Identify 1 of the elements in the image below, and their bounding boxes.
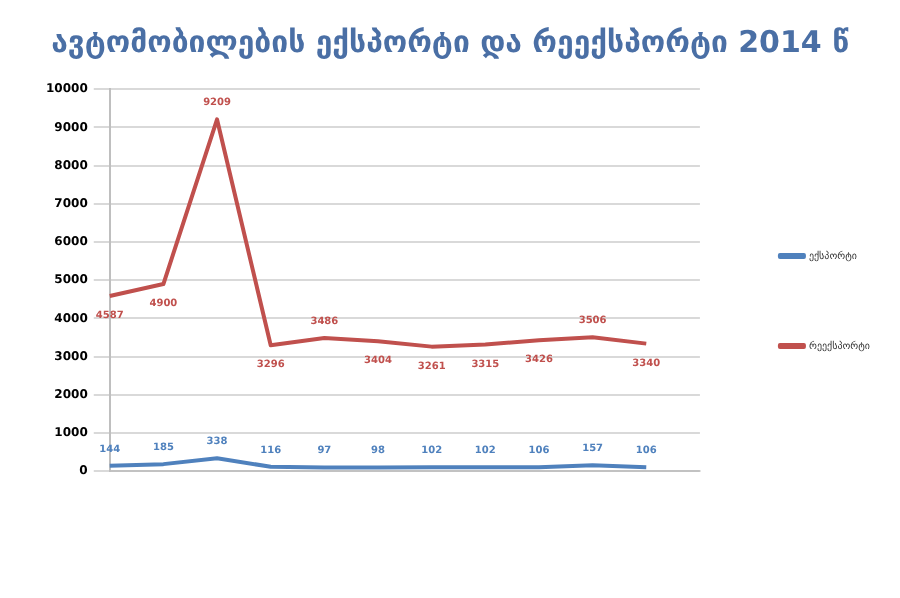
chart-title: ავტომობილების ექსპორტი და რეექსპორტი 2014 წ: [49, 22, 851, 64]
